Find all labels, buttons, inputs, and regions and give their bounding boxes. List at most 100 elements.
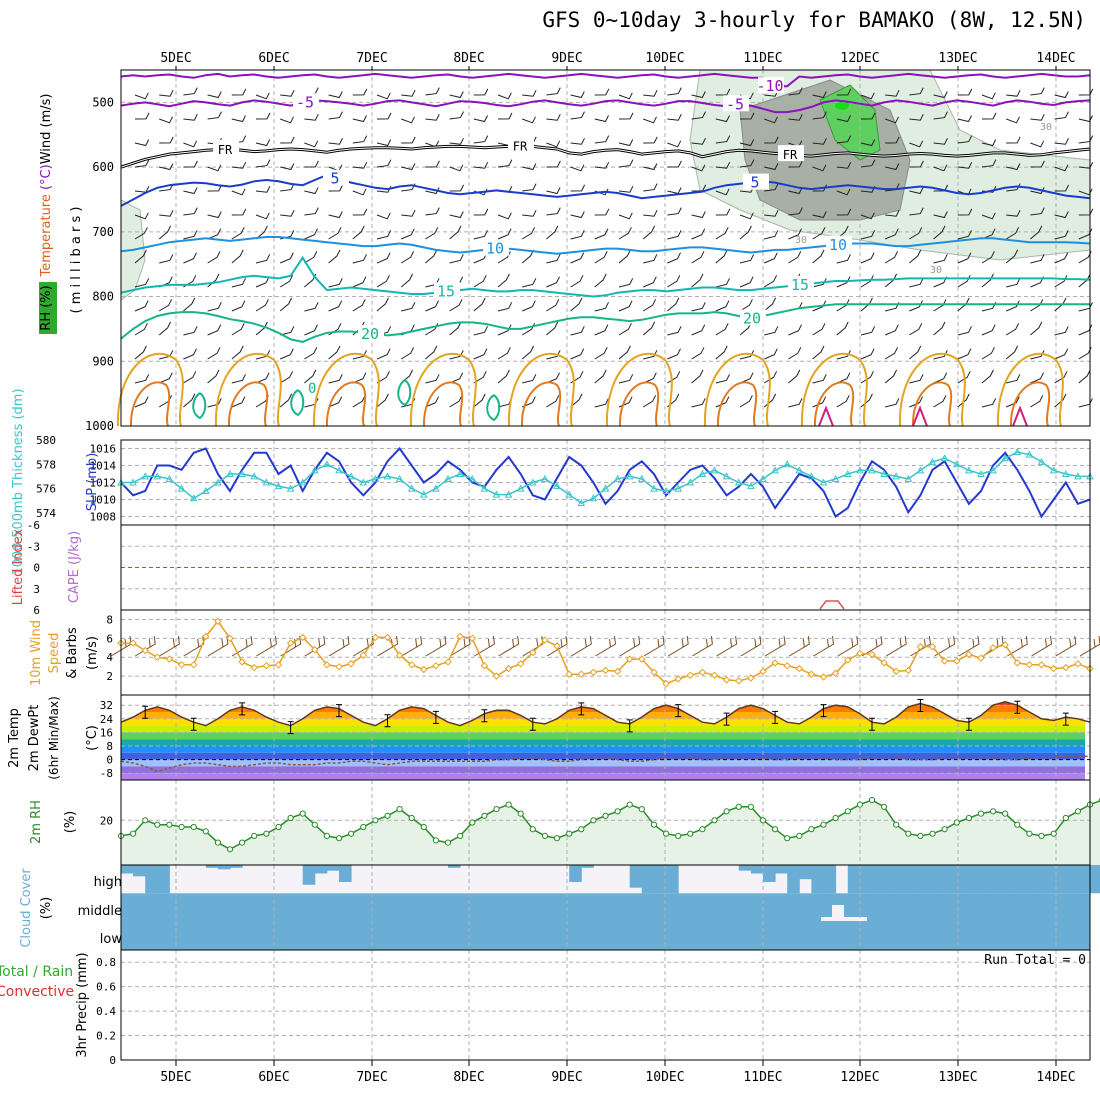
wind-barb	[522, 163, 537, 171]
wind-barb	[255, 112, 271, 120]
wind-barb	[909, 345, 922, 360]
rh-marker	[457, 832, 464, 840]
wind-speed-marker	[698, 668, 707, 677]
run-total-label: Run Total = 0	[984, 953, 1086, 968]
wind-barb	[183, 187, 198, 195]
wind-barb	[425, 227, 439, 240]
isotherm-label-bg	[778, 145, 804, 162]
thickness-marker	[819, 478, 828, 486]
date-tick-bottom: 5DEC	[160, 1070, 191, 1085]
wind-barb	[812, 164, 827, 172]
wind-speed-marker	[1037, 661, 1046, 669]
wind-barb	[836, 350, 851, 360]
wind-barb	[643, 350, 658, 360]
wind-barb	[255, 276, 270, 288]
cloud-high-bar	[666, 865, 679, 894]
wind-barb	[279, 275, 294, 288]
thickness-marker	[892, 472, 901, 480]
wind-barb	[570, 348, 585, 360]
wind-barb	[691, 302, 706, 312]
wind-barb-10m	[256, 635, 277, 657]
wind-speed-marker	[516, 660, 525, 668]
temp-minmax-bar	[239, 702, 246, 716]
wind-barb	[352, 188, 367, 196]
thickness-marker	[553, 482, 561, 490]
wind-barb	[764, 136, 779, 144]
wind-barb	[473, 275, 487, 288]
temp-minmax-bar	[1062, 712, 1069, 726]
isotherm-label-bg	[213, 139, 239, 156]
wind-barb	[304, 302, 319, 312]
temp-band	[121, 732, 1085, 740]
temp-band	[121, 773, 1085, 780]
wind-tick-label: 6	[106, 632, 113, 645]
wind-barb	[280, 209, 295, 217]
rh-marker	[723, 808, 730, 815]
wind-tick-label: 2	[106, 670, 113, 683]
wind-speed-marker	[214, 617, 222, 626]
wind-barb	[570, 184, 586, 192]
temp-minmax-bar	[917, 699, 924, 712]
isotherm-label: -5	[726, 95, 744, 113]
rh-marker	[323, 832, 330, 840]
wind-barb	[594, 115, 609, 123]
wind-barb	[376, 348, 391, 360]
wind-barb	[401, 209, 416, 217]
wind-barb	[933, 164, 948, 172]
wind-barb	[1006, 374, 1021, 384]
wind-barb	[473, 348, 488, 360]
wind-barb	[618, 278, 634, 288]
wind-speed-marker	[856, 649, 864, 658]
wind-axis-label-4: (m/s)	[85, 636, 100, 670]
wind-barb	[425, 374, 440, 384]
wind-barb-10m	[740, 635, 762, 657]
wind-barb	[909, 396, 923, 408]
precip-frame	[120, 949, 1091, 1061]
wind-barb	[522, 300, 536, 312]
thickness-marker	[516, 484, 525, 492]
wind-speed-marker	[565, 670, 573, 678]
cloud-high-bar	[157, 865, 170, 894]
wind-barb	[376, 139, 392, 147]
wind-barb	[183, 113, 198, 121]
rh-marker	[687, 830, 694, 837]
wind-barb	[618, 374, 634, 384]
thickness-marker	[1074, 472, 1082, 480]
thickness-marker	[274, 482, 283, 490]
rh-marker	[335, 835, 343, 842]
temp-band	[121, 739, 1085, 746]
wind-barb	[594, 369, 607, 384]
date-tick-bottom: 12DEC	[840, 1070, 879, 1085]
wind-barb	[763, 275, 778, 288]
wind-barb-10m	[353, 635, 374, 657]
lifted-index-axis-label: Lifted Index	[11, 528, 26, 605]
isotherm-label-bg	[826, 235, 852, 252]
lifted-tick-label: 0	[33, 562, 40, 575]
wind-barb	[788, 369, 801, 384]
wind-barb	[546, 207, 561, 216]
wind-barb	[352, 208, 368, 216]
rh-marker	[638, 806, 645, 813]
rh-marker	[663, 830, 670, 837]
wind-barb	[497, 112, 513, 120]
wind-barb	[643, 136, 658, 144]
cloud-high-bar	[339, 865, 352, 882]
cloud-axis-label-2: (%)	[39, 897, 54, 920]
wind-barb-10m	[958, 635, 980, 657]
wind-barb	[643, 276, 657, 288]
wind-barb	[304, 228, 318, 240]
precip-tick-label: 0	[109, 1054, 116, 1067]
wind-speed-marker	[977, 654, 985, 662]
wind-barb-10m	[1031, 635, 1053, 657]
wind-barb	[304, 324, 318, 336]
date-tick-top: 12DEC	[840, 51, 879, 66]
wind-barb	[376, 230, 392, 240]
wind-barb	[812, 111, 827, 120]
wind-barb	[449, 111, 464, 120]
rh-marker	[759, 817, 767, 824]
isotherm-25	[312, 353, 380, 427]
wind-barb	[667, 275, 681, 288]
wind-speed-marker	[286, 639, 295, 647]
wind-barb	[643, 116, 657, 124]
thickness-marker	[589, 494, 598, 502]
